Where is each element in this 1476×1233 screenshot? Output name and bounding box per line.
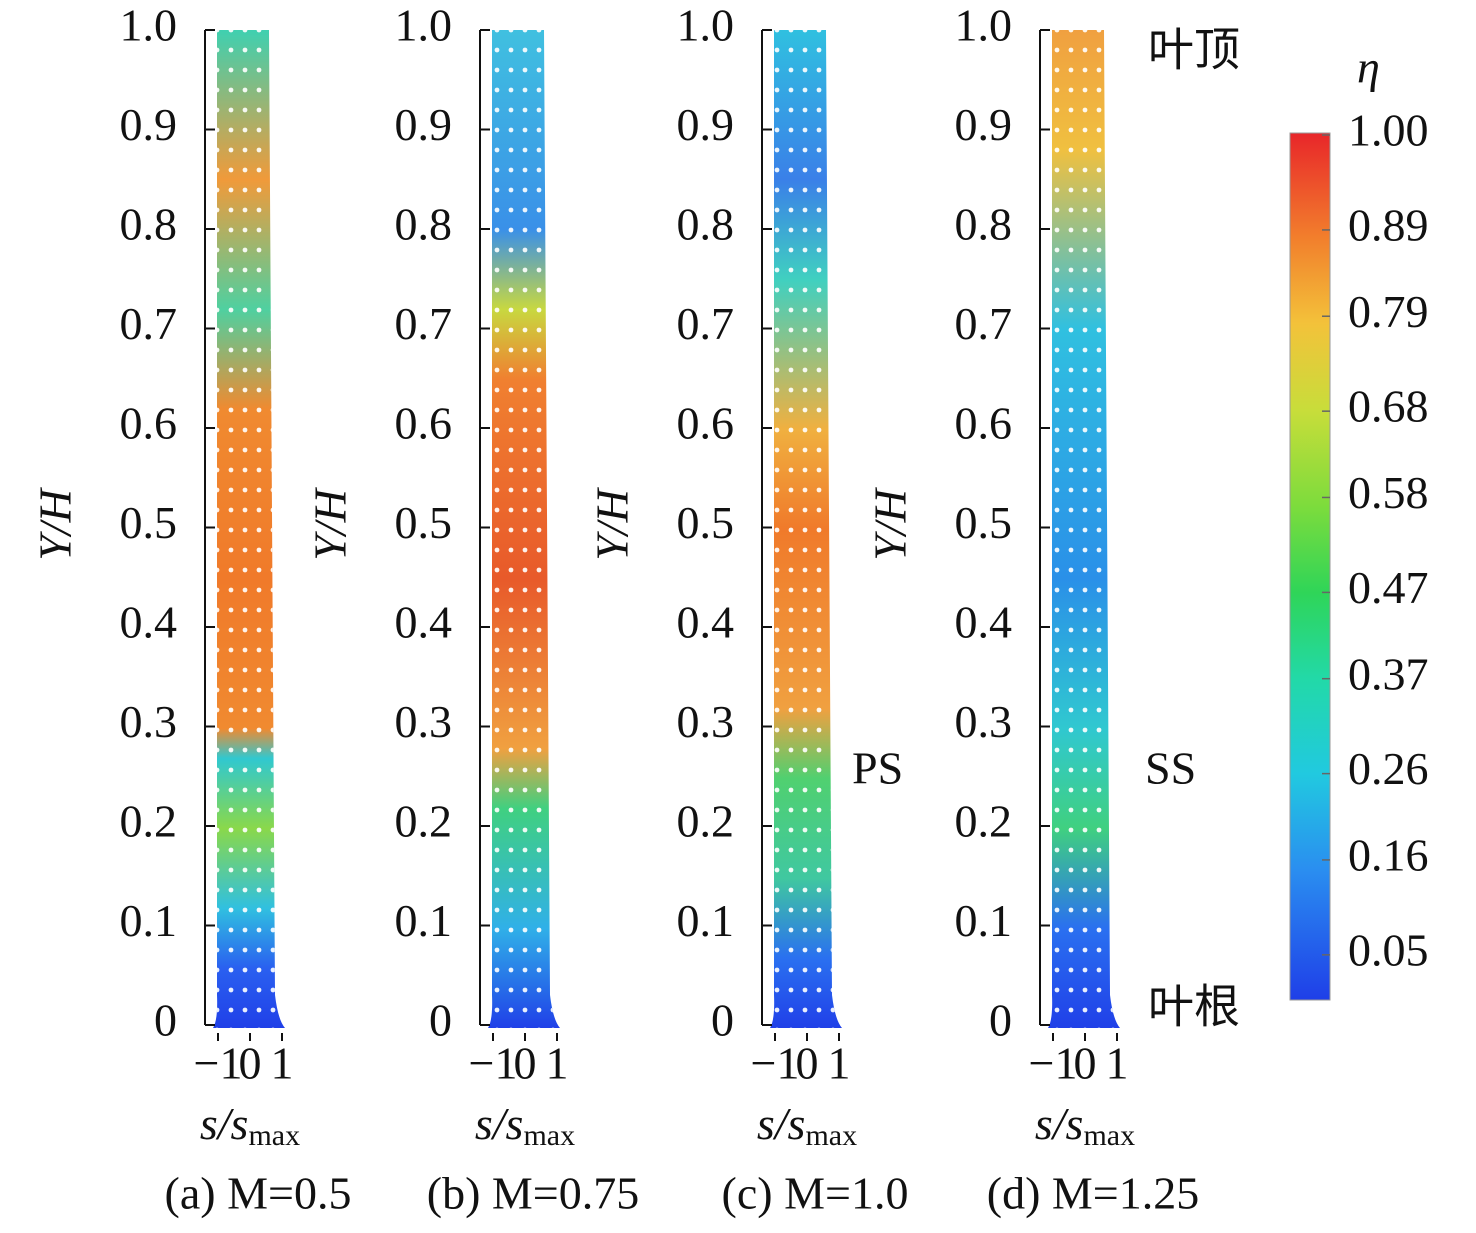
- colorbar-tick-label: 0.89: [1348, 199, 1429, 250]
- y-tick-label: 0.8: [955, 199, 1013, 250]
- y-tick-label: 0.7: [677, 298, 735, 349]
- film-hole-pattern: [213, 30, 285, 1028]
- colorbar-tick-label: 0.79: [1348, 286, 1429, 337]
- y-tick-label: 0.8: [395, 199, 453, 250]
- x-tick-label: 1: [546, 1038, 569, 1089]
- y-tick-label: 0.1: [120, 895, 178, 946]
- panel-caption: (b) M=0.75: [427, 1168, 639, 1219]
- colorbar-tick-label: 0.05: [1348, 924, 1429, 975]
- y-tick-label: 0.9: [120, 99, 178, 150]
- y-tick-label: 0.4: [677, 597, 735, 648]
- colorbar-tick-label: 0.37: [1348, 648, 1429, 699]
- x-tick-label: −1: [469, 1038, 518, 1089]
- y-tick-label: 0.4: [120, 597, 178, 648]
- y-tick-label: 0.8: [120, 199, 178, 250]
- x-axis-label-sub: max: [1083, 1119, 1135, 1152]
- film-hole-pattern: [488, 30, 560, 1028]
- x-axis-label: s/smax: [475, 1098, 575, 1152]
- x-axis-label-main: s/s: [1035, 1098, 1084, 1149]
- y-tick-label: 1.0: [677, 0, 735, 51]
- y-tick-label: 0.7: [955, 298, 1013, 349]
- y-tick-label: 0.8: [677, 199, 735, 250]
- x-tick-label: 1: [271, 1038, 294, 1089]
- panel-caption: (d) M=1.25: [987, 1168, 1199, 1219]
- y-tick-label: 0.5: [120, 497, 178, 548]
- x-axis-label: s/smax: [1035, 1098, 1135, 1152]
- annotation: PS: [852, 743, 903, 794]
- y-tick-label: 0: [154, 995, 177, 1046]
- y-tick-label: 0.5: [677, 497, 735, 548]
- x-tick-label: −1: [751, 1038, 800, 1089]
- panel-caption: (a) M=0.5: [165, 1168, 352, 1219]
- x-axis-label-sub: max: [248, 1119, 300, 1152]
- y-tick-label: 0.4: [955, 597, 1013, 648]
- y-tick-label: 0.6: [955, 398, 1013, 449]
- y-tick-label: 0.2: [395, 796, 453, 847]
- x-axis-label: s/smax: [200, 1098, 300, 1152]
- y-tick-label: 0.2: [120, 796, 178, 847]
- y-tick-label: 1.0: [120, 0, 178, 51]
- y-tick-label: 0.6: [677, 398, 735, 449]
- y-tick-label: 0.5: [395, 497, 453, 548]
- y-tick-label: 0: [989, 995, 1012, 1046]
- y-tick-label: 1.0: [395, 0, 453, 51]
- x-tick-label: 0: [514, 1038, 537, 1089]
- film-hole-pattern: [770, 30, 842, 1028]
- x-axis-label-sub: max: [805, 1119, 857, 1152]
- x-tick-label: 0: [239, 1038, 262, 1089]
- y-tick-label: 0.3: [120, 696, 178, 747]
- y-tick-label: 0.2: [955, 796, 1013, 847]
- x-tick-label: 1: [828, 1038, 851, 1089]
- x-tick-label: 1: [1106, 1038, 1129, 1089]
- film-hole-pattern: [1048, 30, 1120, 1028]
- colorbar-tick-label: 1.00: [1348, 105, 1429, 156]
- y-tick-label: 1.0: [955, 0, 1013, 51]
- y-tick-label: 0.9: [677, 99, 735, 150]
- colorbar-tick-label: 0.16: [1348, 829, 1429, 880]
- x-tick-label: 0: [1074, 1038, 1097, 1089]
- y-tick-label: 0.9: [955, 99, 1013, 150]
- colorbar-label: η: [1357, 42, 1380, 93]
- x-tick-label: −1: [194, 1038, 243, 1089]
- panel-caption: (c) M=1.0: [722, 1168, 909, 1219]
- y-tick-label: 0.6: [120, 398, 178, 449]
- annotation: 叶根: [1148, 982, 1240, 1033]
- annotation: SS: [1145, 743, 1196, 794]
- y-tick-label: 0.3: [677, 696, 735, 747]
- x-axis-label-main: s/s: [475, 1098, 524, 1149]
- x-tick-label: −1: [1029, 1038, 1078, 1089]
- y-tick-label: 0: [711, 995, 734, 1046]
- y-tick-label: 0.5: [955, 497, 1013, 548]
- y-tick-label: 0.7: [395, 298, 453, 349]
- x-axis-label: s/smax: [757, 1098, 857, 1152]
- y-axis-label: Y/H: [305, 486, 356, 560]
- y-tick-label: 0.1: [677, 895, 735, 946]
- colorbar-tick-label: 0.68: [1348, 381, 1429, 432]
- y-tick-label: 0.9: [395, 99, 453, 150]
- x-tick-label: 0: [796, 1038, 819, 1089]
- colorbar-tick-label: 0.26: [1348, 743, 1429, 794]
- x-axis-label-main: s/s: [757, 1098, 806, 1149]
- colorbar-tick-label: 0.58: [1348, 467, 1429, 518]
- annotation: 叶顶: [1148, 25, 1240, 76]
- y-tick-label: 0.3: [395, 696, 453, 747]
- colorbar-tick-label: 0.47: [1348, 562, 1429, 613]
- y-axis-label: Y/H: [587, 486, 638, 560]
- y-tick-label: 0.4: [395, 597, 453, 648]
- y-tick-label: 0.1: [395, 895, 453, 946]
- x-axis-label-sub: max: [523, 1119, 575, 1152]
- y-axis-label: Y/H: [30, 486, 81, 560]
- x-axis-label-main: s/s: [200, 1098, 249, 1149]
- y-axis-label: Y/H: [865, 486, 916, 560]
- colorbar: [1289, 132, 1331, 1001]
- y-tick-label: 0.7: [120, 298, 178, 349]
- y-tick-label: 0: [429, 995, 452, 1046]
- y-tick-label: 0.3: [955, 696, 1013, 747]
- y-tick-label: 0.1: [955, 895, 1013, 946]
- y-tick-label: 0.6: [395, 398, 453, 449]
- y-tick-label: 0.2: [677, 796, 735, 847]
